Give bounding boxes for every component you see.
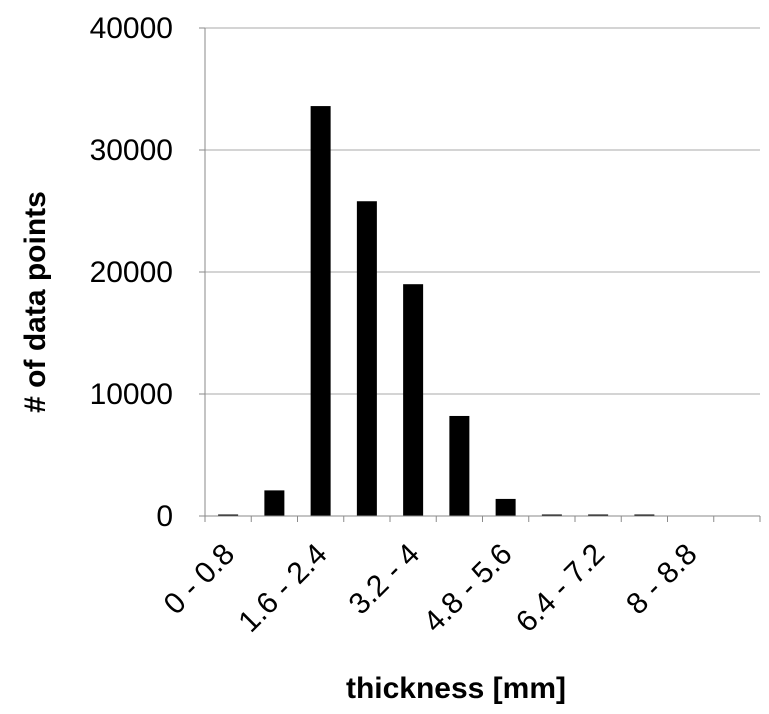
axis-layer xyxy=(199,27,761,522)
x-axis-title: thickness [mm] xyxy=(346,672,566,705)
x-tick-label: 1.6 - 2.4 xyxy=(232,538,333,639)
x-tick-label: 8 - 8.8 xyxy=(620,538,703,621)
y-tick-label: 10000 xyxy=(90,378,173,411)
bar-4 xyxy=(403,284,424,516)
bar-1 xyxy=(264,490,285,516)
bar-7 xyxy=(541,514,562,516)
bar-0 xyxy=(218,514,239,516)
label-layer: 0 10000 20000 30000 40000 0 - 0.81.6 - 2.4 3.2… xyxy=(90,12,704,639)
x-tick-label: 6.4 - 7.2 xyxy=(510,538,611,639)
bar-2 xyxy=(310,106,331,516)
x-tick-label: 3.2 - 4 xyxy=(343,538,426,621)
x-tick-label: 4.8 - 5.6 xyxy=(417,538,518,639)
bar-9 xyxy=(634,514,655,516)
bar-5 xyxy=(449,415,470,516)
bar-layer xyxy=(218,106,655,517)
y-tick-label: 20000 xyxy=(90,256,173,289)
y-tick-label: 30000 xyxy=(90,134,173,167)
grid-layer xyxy=(205,27,760,395)
x-tick-label: 0 - 0.8 xyxy=(158,538,241,621)
bar-6 xyxy=(495,498,516,516)
bar-8 xyxy=(588,514,609,516)
y-tick-label: 40000 xyxy=(90,12,173,45)
bar-3 xyxy=(356,201,377,517)
y-tick-label: 0 xyxy=(156,500,173,533)
y-axis-title: # of data points xyxy=(19,191,52,413)
